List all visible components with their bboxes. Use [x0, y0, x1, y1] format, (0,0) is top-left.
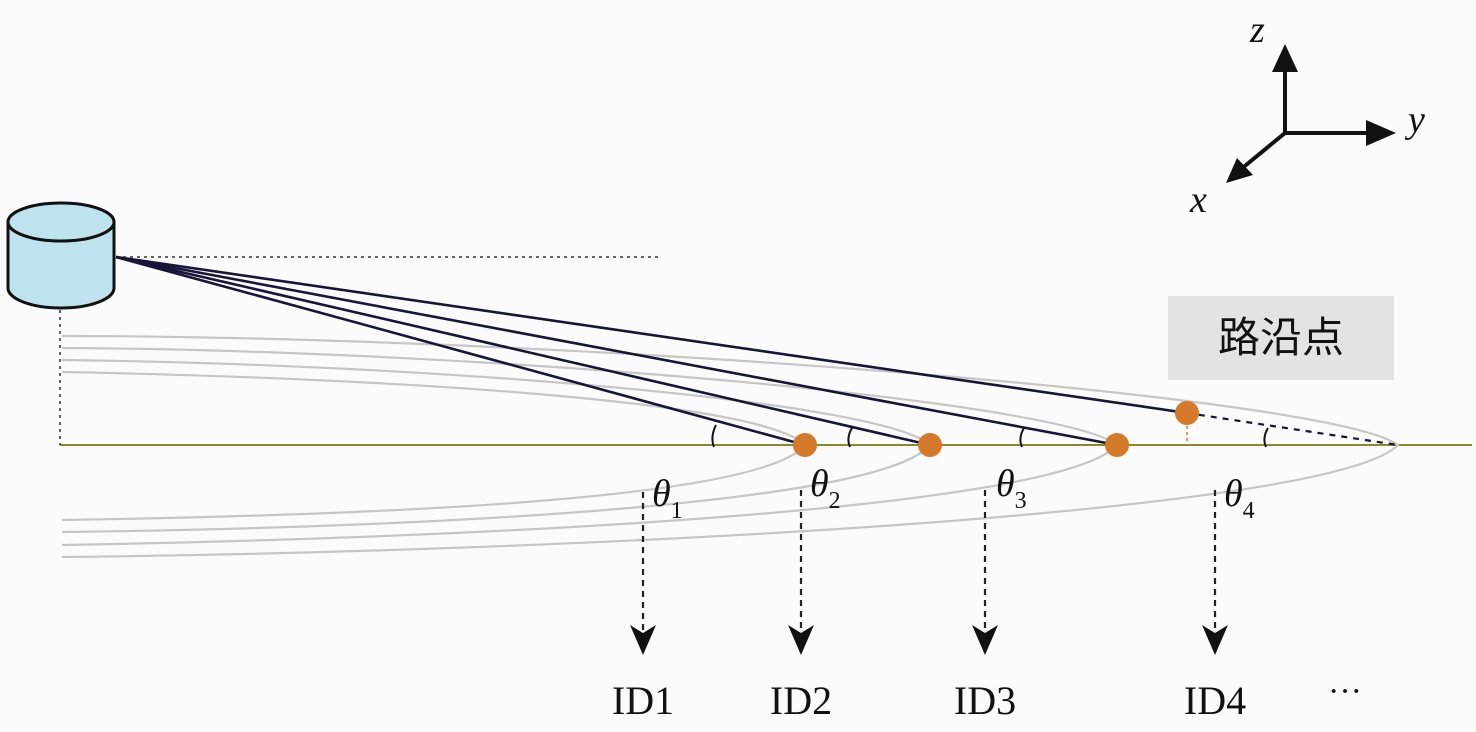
id-labels: ID1 ID2 ID3 ID4: [612, 678, 1246, 723]
lidar-sensor-icon: [6, 201, 116, 310]
laser-beams: [115, 255, 1188, 447]
z-axis-label: z: [1249, 9, 1265, 51]
id-label-3: ID3: [954, 678, 1016, 723]
id-label-2: ID2: [770, 678, 832, 723]
z-axis-arrowhead: [1272, 44, 1298, 72]
curb-point-2: [918, 433, 942, 457]
beam-4: [115, 255, 1188, 415]
angle-arc-1: [711, 424, 717, 448]
id-label-1: ID1: [612, 678, 674, 723]
x-axis-label: x: [1189, 179, 1207, 221]
x-axis-arrowhead: [1226, 158, 1253, 183]
angle-labels: θ1 θ2 θ3 θ4: [652, 463, 1255, 524]
angle-label-3: θ3: [996, 463, 1027, 514]
ellipsis: ···: [1328, 673, 1362, 710]
angle-label-4: θ4: [1224, 473, 1255, 524]
id-arrows: [641, 490, 1217, 632]
coordinate-axes: [1238, 58, 1375, 172]
curb-point-3: [1105, 433, 1129, 457]
id-label-4: ID4: [1184, 678, 1246, 723]
angle-label-1: θ1: [652, 473, 683, 524]
beam-4-extension: [1186, 411, 1399, 447]
legend-box: [1168, 296, 1394, 380]
angle-arcs: [711, 424, 1269, 448]
y-axis-label: y: [1404, 99, 1425, 141]
y-axis-arrowhead: [1366, 120, 1396, 146]
curb-point-1: [793, 433, 817, 457]
angle-arc-2: [847, 427, 853, 448]
curb-points: [793, 401, 1199, 457]
id-arrowheads: [630, 625, 1228, 655]
curb-point-4: [1175, 401, 1199, 425]
scan-curve-4: [61, 334, 1400, 559]
beam-3: [115, 255, 1118, 447]
angle-label-2: θ2: [810, 463, 841, 514]
legend-label: 路沿点: [1218, 313, 1344, 362]
angle-arc-4: [1263, 427, 1269, 448]
x-axis-arrow: [1238, 131, 1287, 172]
beam-2: [115, 255, 931, 447]
beam-1: [115, 255, 806, 447]
angle-arc-3: [1019, 427, 1025, 448]
